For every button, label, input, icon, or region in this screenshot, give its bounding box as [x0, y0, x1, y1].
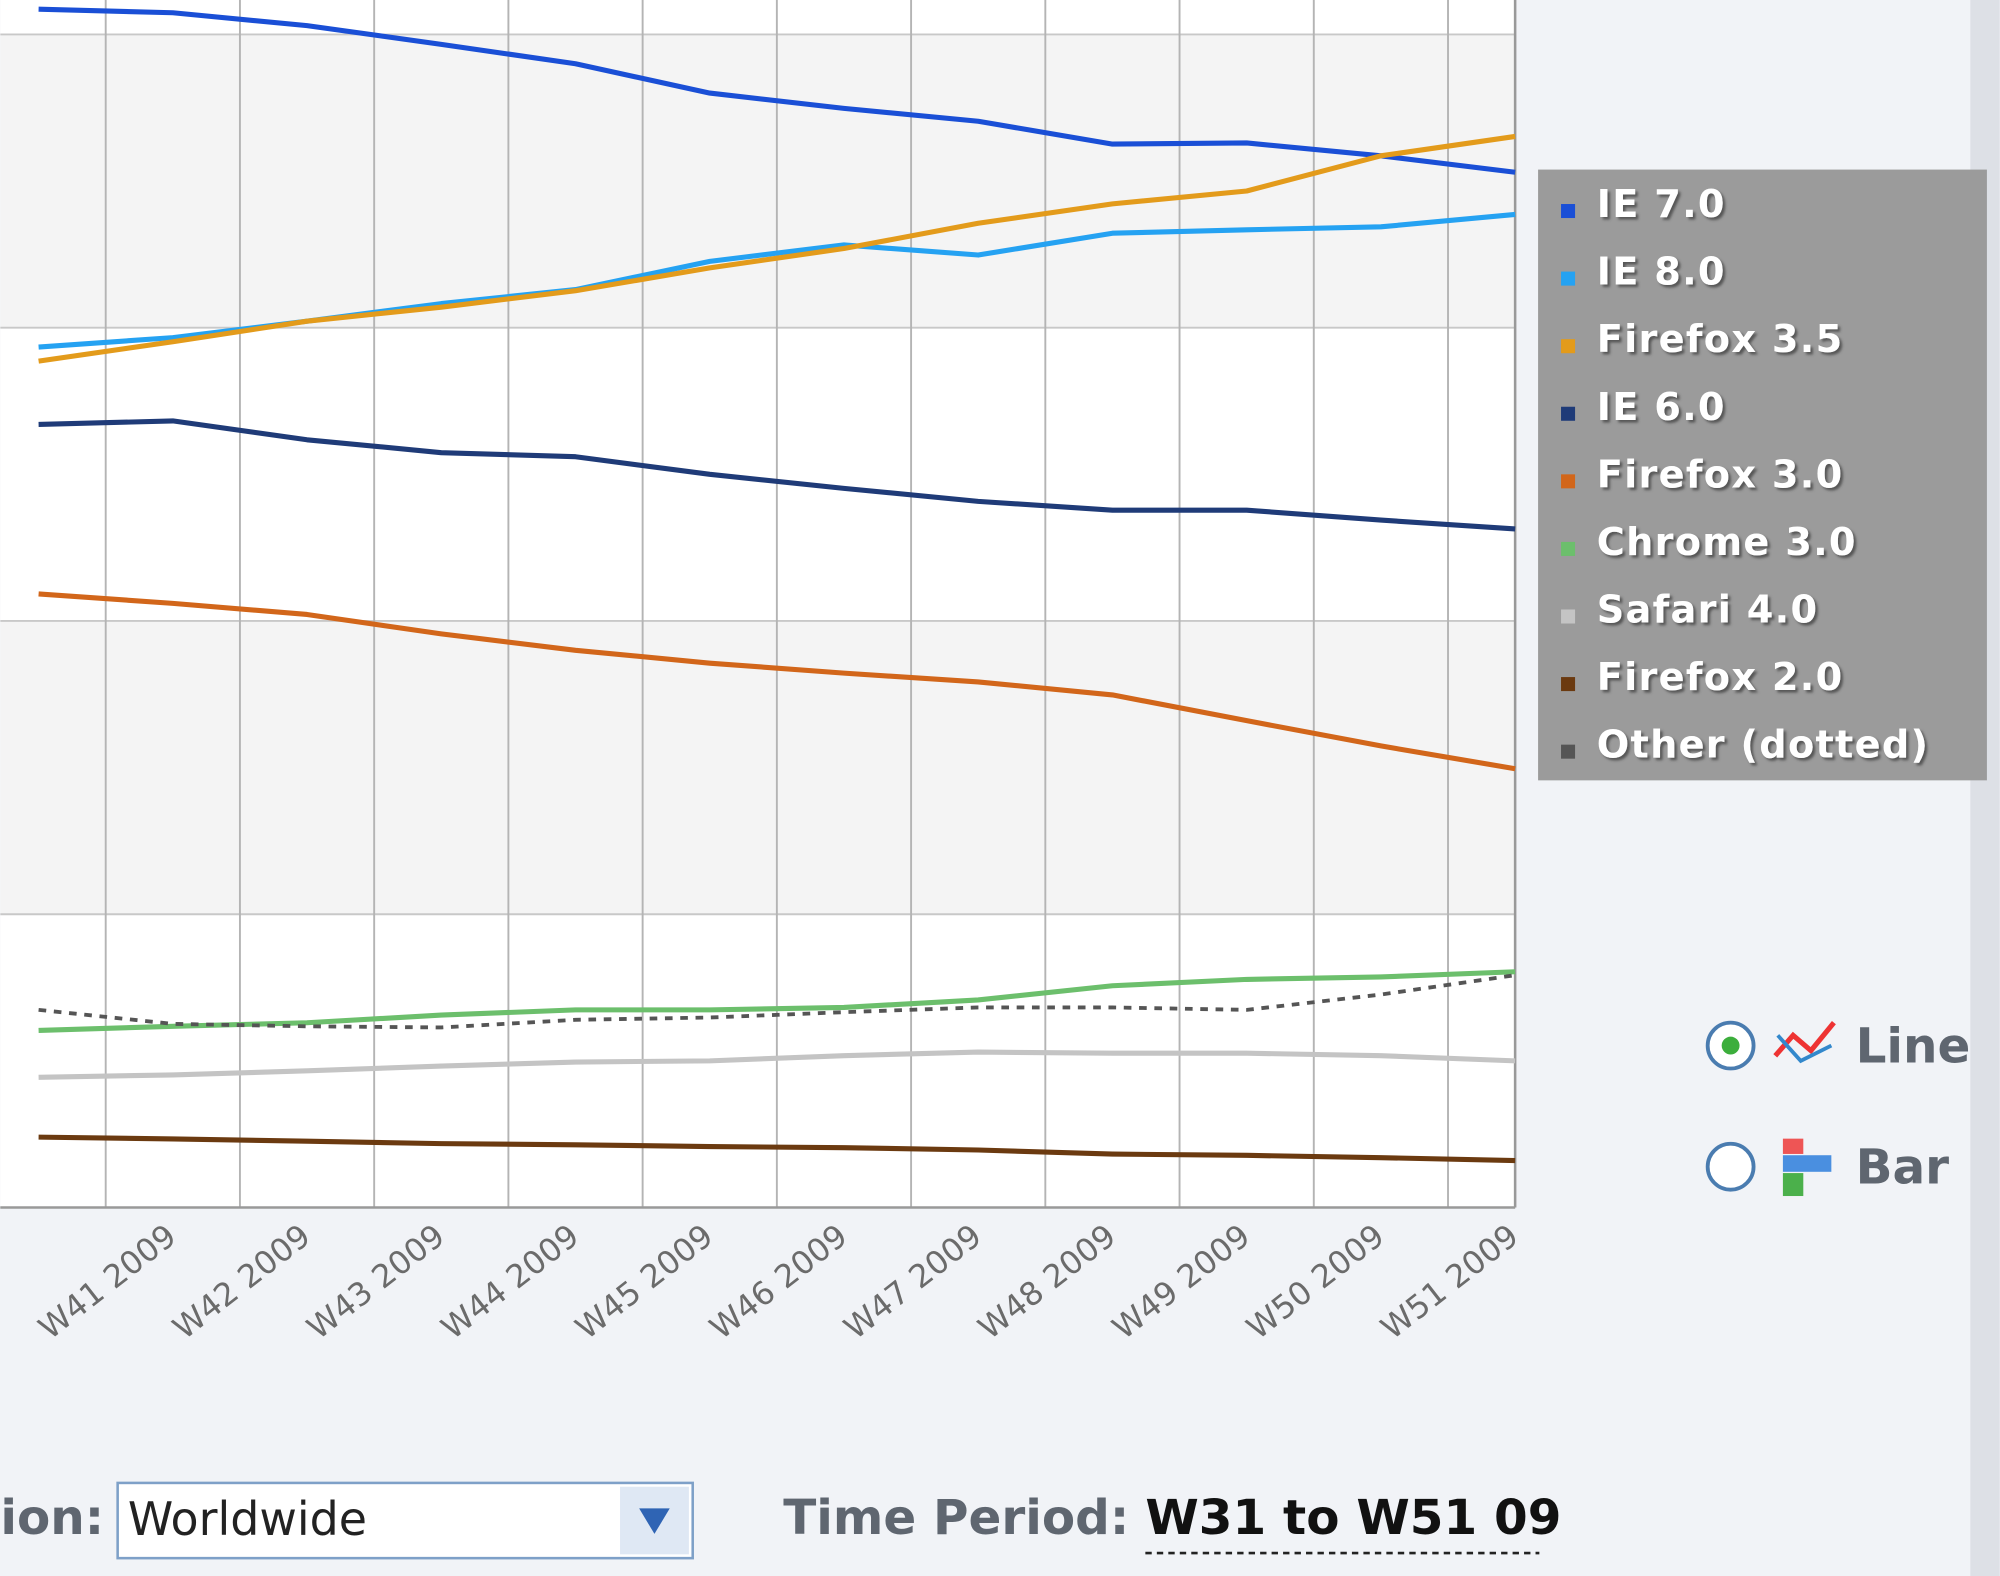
legend-label: Other (dotted): [1597, 723, 1930, 768]
plot-area: [0, 0, 1517, 1209]
chart-type-label[interactable]: Line: [1856, 1018, 1971, 1074]
x-tick-label: W41 2009: [31, 1216, 183, 1346]
bar-icon: [1782, 1155, 1832, 1172]
series-lines: [38, 6, 1516, 1164]
legend-label: IE 6.0: [1597, 385, 1726, 430]
x-tick-label: W45 2009: [568, 1216, 720, 1346]
grid-band: [0, 0, 1516, 35]
x-tick-label: W42 2009: [165, 1216, 317, 1346]
x-tick-label: W48 2009: [971, 1216, 1123, 1346]
legend-label: Firefox 3.5: [1597, 317, 1844, 362]
legend-label: Chrome 3.0: [1597, 520, 1857, 565]
series-line: [38, 969, 1516, 1033]
region-select[interactable]: Worldwide: [116, 1481, 694, 1560]
x-tick-label: W43 2009: [300, 1216, 452, 1346]
series-line: [38, 418, 1516, 532]
series-line: [38, 133, 1516, 364]
x-tick-label: W50 2009: [1239, 1216, 1391, 1346]
bar-icon: [1782, 1138, 1804, 1154]
period-label: Time Period:: [783, 1490, 1129, 1546]
series-line: [38, 591, 1516, 772]
x-tick-label: W51 2009: [1374, 1216, 1526, 1346]
legend-swatch: [1561, 677, 1576, 692]
legend-label: Firefox 3.0: [1597, 452, 1844, 497]
legend-label: Safari 4.0: [1597, 588, 1819, 633]
chart-type-bar[interactable]: Bar: [1705, 1138, 1950, 1197]
select-box[interactable]: [116, 1481, 694, 1560]
series-line: [38, 973, 1516, 1030]
legend-swatch: [1561, 204, 1576, 219]
select-arrow: [639, 1508, 670, 1534]
grid-band: [0, 34, 1516, 328]
legend-swatch: [1561, 744, 1576, 759]
series-line: [38, 6, 1516, 175]
legend-swatch: [1561, 541, 1576, 556]
legend-label: Firefox 2.0: [1597, 655, 1844, 700]
legend-swatch: [1561, 474, 1576, 489]
legend: IE 7.0 IE 8.0 Firefox 3.5 IE 6.0 Firefox 3.0…: [1561, 182, 1930, 768]
chart-type-line[interactable]: Line: [1705, 1018, 1971, 1074]
x-tick-label: W44 2009: [434, 1216, 586, 1346]
x-tick-label: W49 2009: [1105, 1216, 1257, 1346]
chart-type-label[interactable]: Bar: [1856, 1140, 1950, 1196]
series-line: [38, 1134, 1516, 1164]
legend-swatch: [1561, 271, 1576, 286]
radio-dot: [1721, 1036, 1740, 1055]
region-label: ion:: [0, 1490, 104, 1546]
grid-band: [0, 620, 1516, 915]
radio[interactable]: [1705, 1141, 1756, 1192]
legend-swatch: [1561, 406, 1576, 421]
line-icon: [1773, 1021, 1836, 1058]
legend-label: IE 7.0: [1597, 182, 1726, 227]
series-line: [38, 1049, 1516, 1080]
grid-band: [0, 327, 1516, 621]
legend-swatch: [1561, 609, 1576, 624]
bar-icon: [1782, 1173, 1804, 1197]
x-tick-label: W47 2009: [837, 1216, 989, 1346]
legend-box: [1538, 169, 1987, 781]
line-icon: [1776, 1034, 1833, 1064]
legend-label: IE 8.0: [1597, 250, 1726, 295]
period-value[interactable]: W31 to W51 09: [1145, 1490, 1561, 1546]
select-value: Worldwide: [128, 1492, 367, 1546]
x-tick-label: W46 2009: [702, 1216, 854, 1346]
legend-swatch: [1561, 339, 1576, 354]
